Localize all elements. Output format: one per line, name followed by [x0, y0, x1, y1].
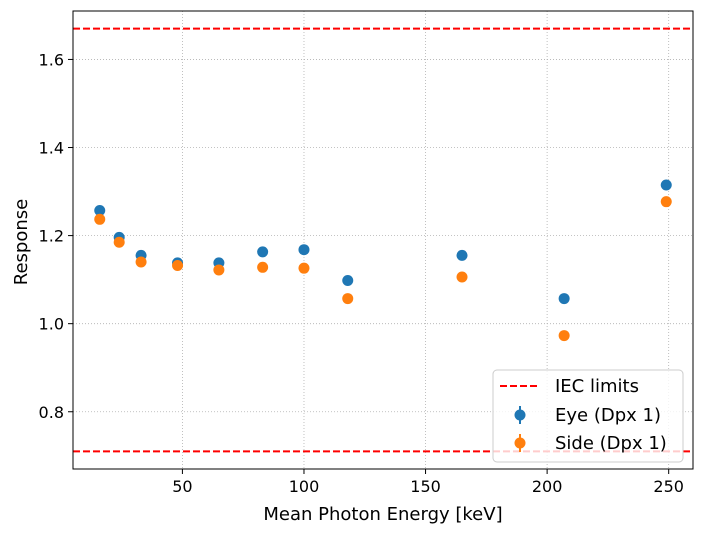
x-tick-label: 250	[653, 477, 684, 496]
legend-eye-label: Eye (Dpx 1)	[555, 405, 661, 426]
data-points	[94, 179, 672, 342]
legend-iec-label: IEC limits	[555, 376, 639, 397]
data-point	[213, 264, 225, 276]
data-point	[257, 246, 269, 258]
data-point	[94, 213, 106, 225]
data-point	[660, 196, 672, 208]
data-point	[135, 256, 147, 268]
x-tick-label: 50	[172, 477, 192, 496]
data-point	[113, 236, 125, 248]
x-tick-label: 150	[410, 477, 441, 496]
x-tick-label: 100	[289, 477, 320, 496]
data-point	[342, 293, 354, 305]
y-tick-label: 1.4	[39, 139, 64, 158]
data-point	[94, 204, 106, 216]
series-side	[94, 196, 672, 342]
data-point	[660, 179, 672, 191]
y-tick-label: 1.2	[39, 227, 64, 246]
data-point	[558, 293, 570, 305]
x-axis-label: Mean Photon Energy [keV]	[263, 504, 502, 525]
data-point	[298, 244, 310, 256]
data-point	[257, 261, 269, 273]
plot-frame	[72, 10, 694, 470]
legend-eye-marker	[514, 409, 526, 421]
x-tick-label: 200	[532, 477, 563, 496]
data-point	[558, 330, 570, 342]
legend: IEC limits Eye (Dpx 1) Side (Dpx 1)	[492, 369, 684, 463]
legend-box	[492, 369, 684, 463]
data-point	[342, 275, 354, 287]
y-tick-label: 1.0	[39, 315, 64, 334]
ticks: 50 100 150 200 250 0.8 1.0 1.2 1.4 1.6	[39, 50, 684, 496]
y-tick-label: 1.6	[39, 50, 64, 69]
legend-side-marker	[514, 437, 526, 449]
data-point	[298, 262, 310, 274]
y-axis-label: Response	[11, 199, 32, 285]
data-point	[456, 271, 468, 283]
data-point	[172, 260, 184, 272]
data-point	[456, 249, 468, 261]
legend-side-label: Side (Dpx 1)	[555, 433, 667, 454]
y-tick-label: 0.8	[39, 403, 64, 422]
